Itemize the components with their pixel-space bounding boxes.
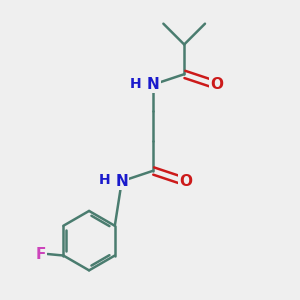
Text: F: F <box>36 247 46 262</box>
Text: N: N <box>147 77 159 92</box>
Text: O: O <box>179 174 192 189</box>
Text: H: H <box>99 173 110 187</box>
Text: O: O <box>210 77 224 92</box>
Text: H: H <box>130 77 142 91</box>
Text: N: N <box>116 174 128 189</box>
